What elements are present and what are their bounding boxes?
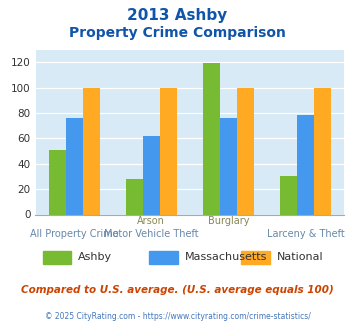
- Text: National: National: [277, 252, 323, 262]
- Bar: [126, 179, 143, 214]
- Bar: [203, 63, 220, 214]
- Bar: [297, 115, 314, 214]
- Text: Larceny & Theft: Larceny & Theft: [267, 229, 345, 239]
- Text: 2013 Ashby: 2013 Ashby: [127, 8, 228, 23]
- Bar: [220, 118, 237, 214]
- Text: All Property Crime: All Property Crime: [30, 229, 119, 239]
- Text: Ashby: Ashby: [78, 252, 112, 262]
- Bar: [143, 136, 160, 214]
- Text: Burglary: Burglary: [208, 216, 249, 226]
- Bar: [237, 87, 254, 214]
- Bar: [160, 87, 177, 214]
- Bar: [66, 118, 83, 214]
- Bar: [49, 150, 66, 214]
- Bar: [83, 87, 100, 214]
- Text: Motor Vehicle Theft: Motor Vehicle Theft: [104, 229, 199, 239]
- Bar: [280, 177, 297, 214]
- Text: Arson: Arson: [137, 216, 165, 226]
- Text: Compared to U.S. average. (U.S. average equals 100): Compared to U.S. average. (U.S. average …: [21, 285, 334, 295]
- Text: © 2025 CityRating.com - https://www.cityrating.com/crime-statistics/: © 2025 CityRating.com - https://www.city…: [45, 312, 310, 321]
- Text: Property Crime Comparison: Property Crime Comparison: [69, 26, 286, 40]
- Bar: [314, 87, 331, 214]
- Text: Massachusetts: Massachusetts: [185, 252, 267, 262]
